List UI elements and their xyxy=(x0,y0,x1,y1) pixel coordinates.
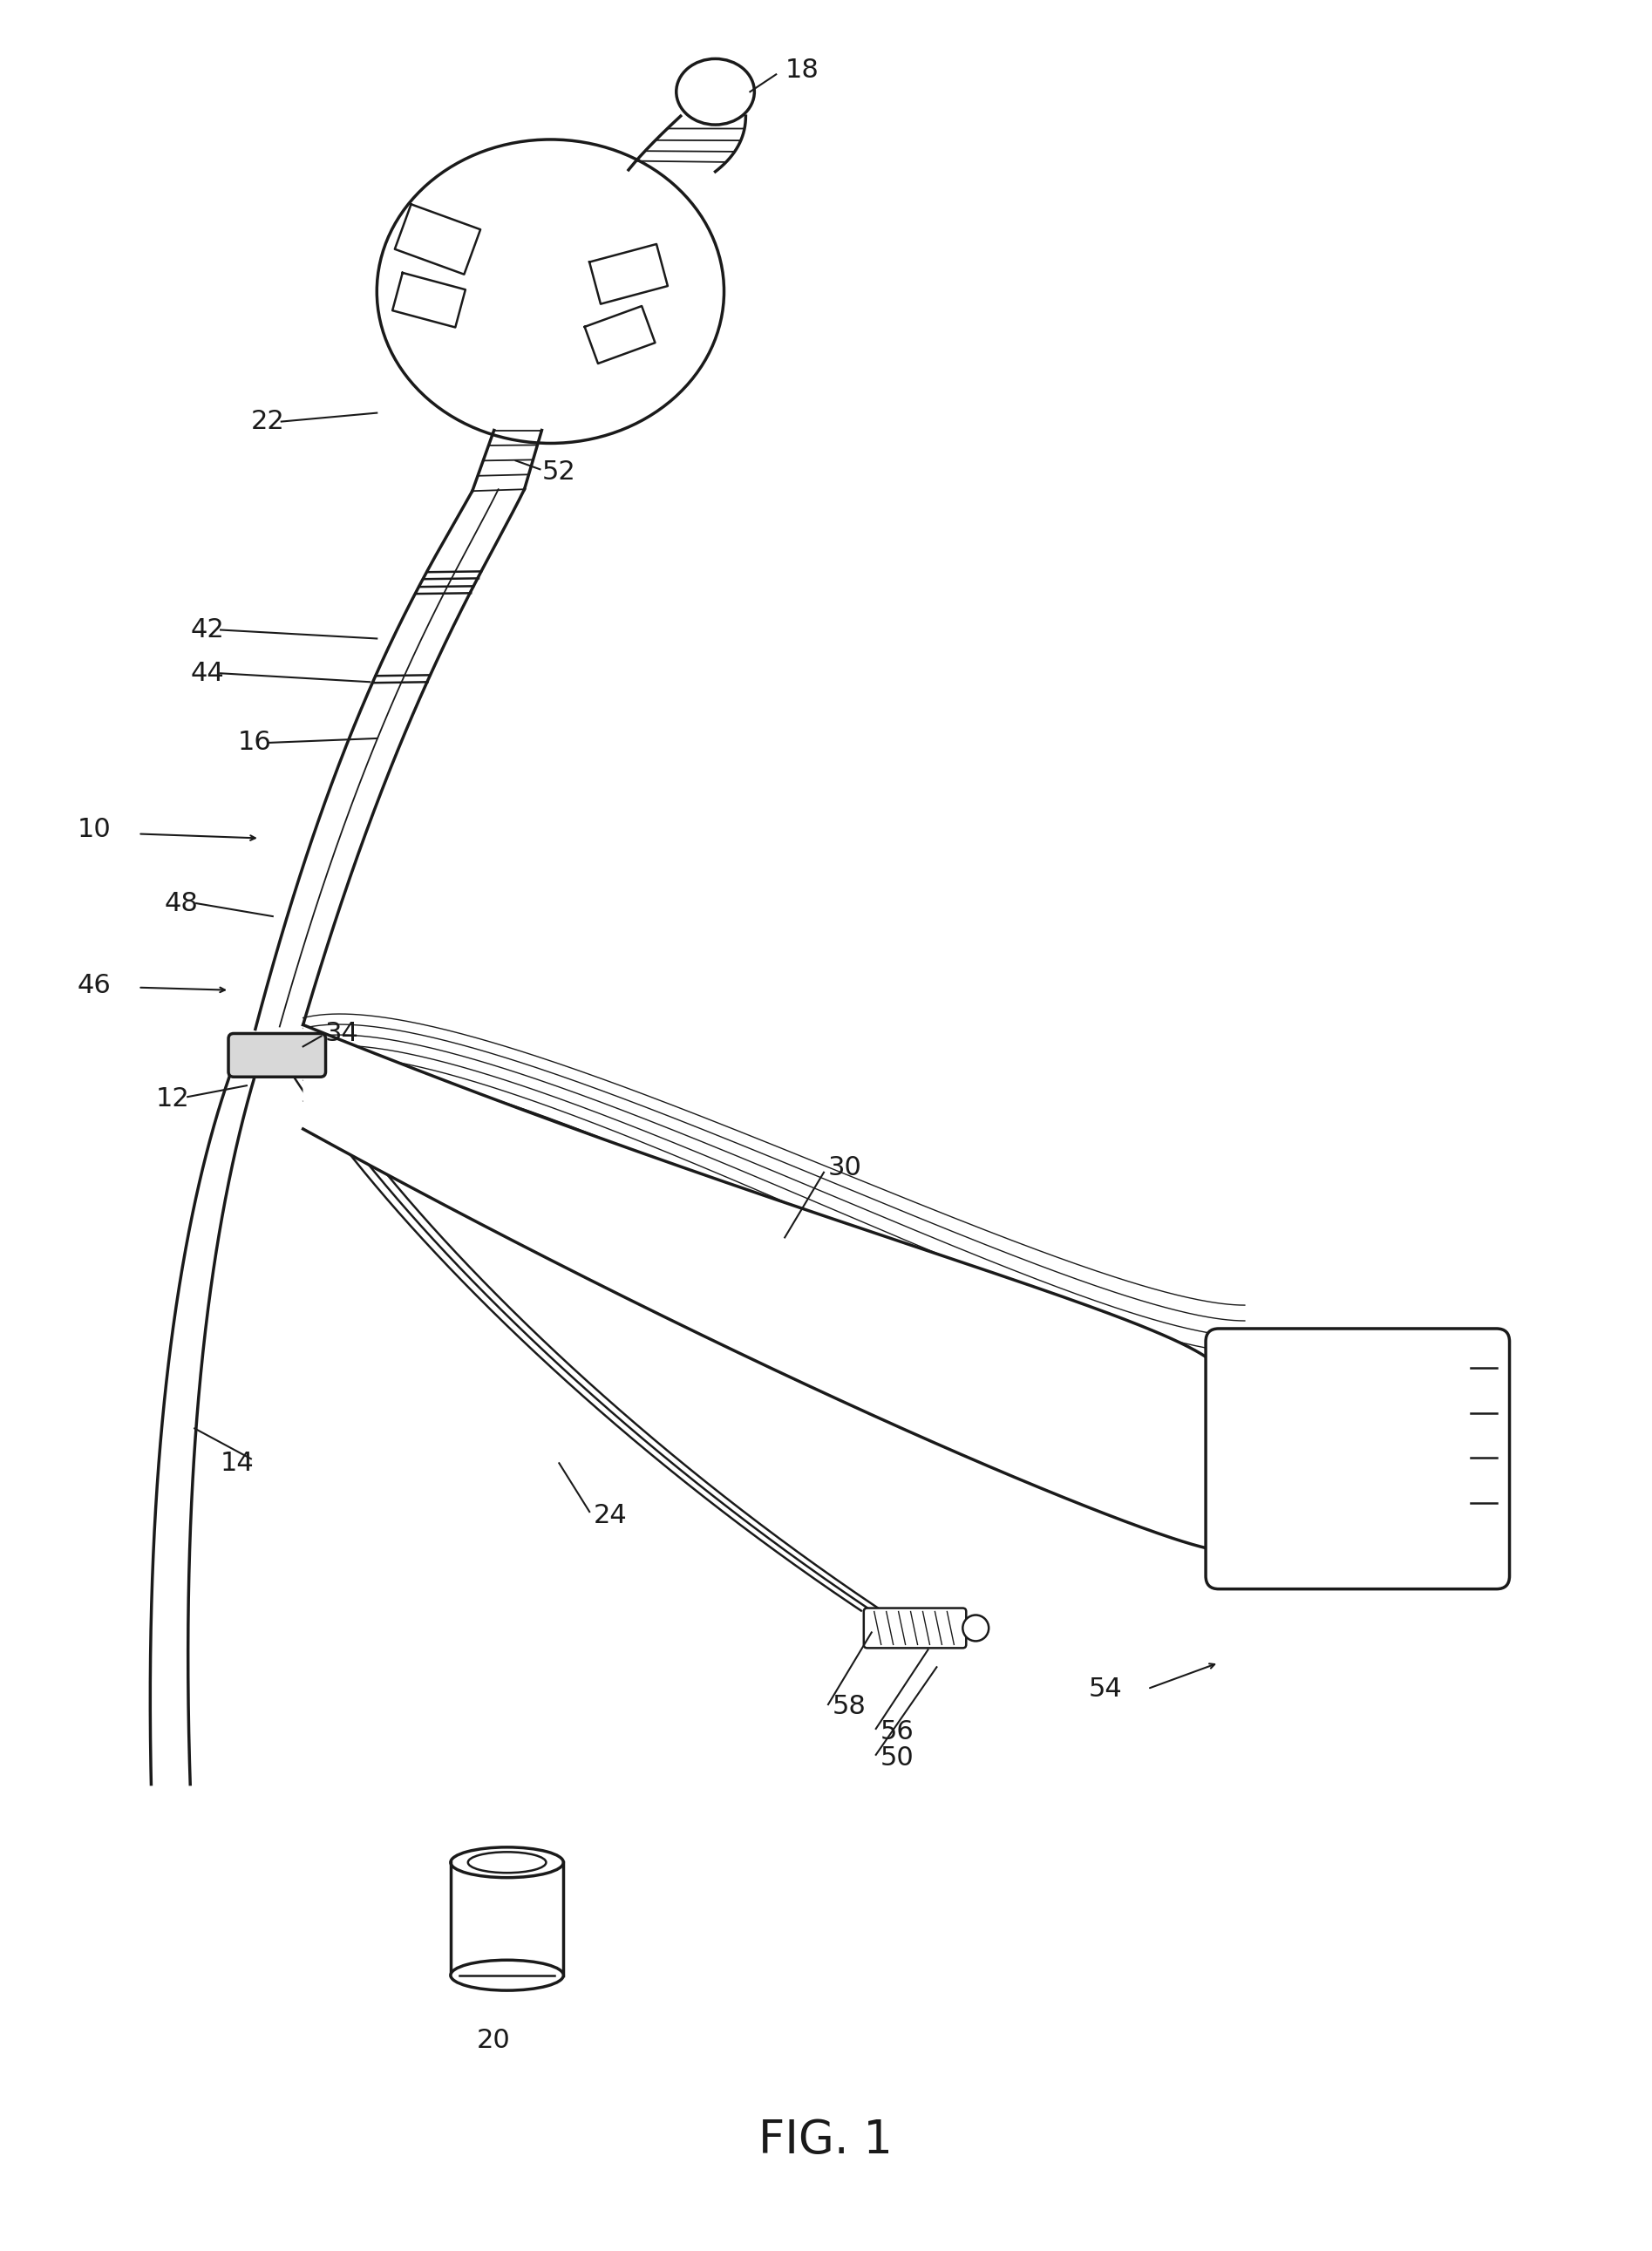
Ellipse shape xyxy=(676,59,755,124)
Polygon shape xyxy=(393,272,466,326)
Text: 10: 10 xyxy=(78,817,111,842)
Text: 58: 58 xyxy=(833,1693,866,1720)
Text: 42: 42 xyxy=(190,617,225,642)
Ellipse shape xyxy=(468,1853,547,1873)
FancyBboxPatch shape xyxy=(228,1033,325,1076)
Polygon shape xyxy=(590,243,667,304)
FancyBboxPatch shape xyxy=(1206,1328,1510,1589)
Ellipse shape xyxy=(451,1961,563,1990)
Text: 46: 46 xyxy=(78,972,111,999)
Polygon shape xyxy=(395,205,481,275)
Text: 14: 14 xyxy=(221,1450,254,1477)
Text: 30: 30 xyxy=(828,1155,862,1182)
Ellipse shape xyxy=(451,1848,563,1877)
Ellipse shape xyxy=(963,1614,990,1641)
Text: 48: 48 xyxy=(164,891,198,916)
Text: 50: 50 xyxy=(881,1745,914,1772)
Text: 44: 44 xyxy=(190,660,225,687)
Text: 54: 54 xyxy=(1089,1677,1122,1702)
FancyBboxPatch shape xyxy=(864,1607,966,1648)
Text: 34: 34 xyxy=(325,1022,358,1047)
Text: 16: 16 xyxy=(238,729,273,756)
Text: 22: 22 xyxy=(251,410,284,434)
Text: 12: 12 xyxy=(155,1085,190,1112)
Text: 20: 20 xyxy=(477,2028,510,2053)
Text: 18: 18 xyxy=(785,59,819,83)
Ellipse shape xyxy=(377,140,724,443)
Text: 24: 24 xyxy=(593,1504,628,1528)
Text: 56: 56 xyxy=(881,1720,914,1745)
Polygon shape xyxy=(585,306,656,362)
Text: FIG. 1: FIG. 1 xyxy=(758,2118,892,2163)
Text: 52: 52 xyxy=(542,459,575,484)
